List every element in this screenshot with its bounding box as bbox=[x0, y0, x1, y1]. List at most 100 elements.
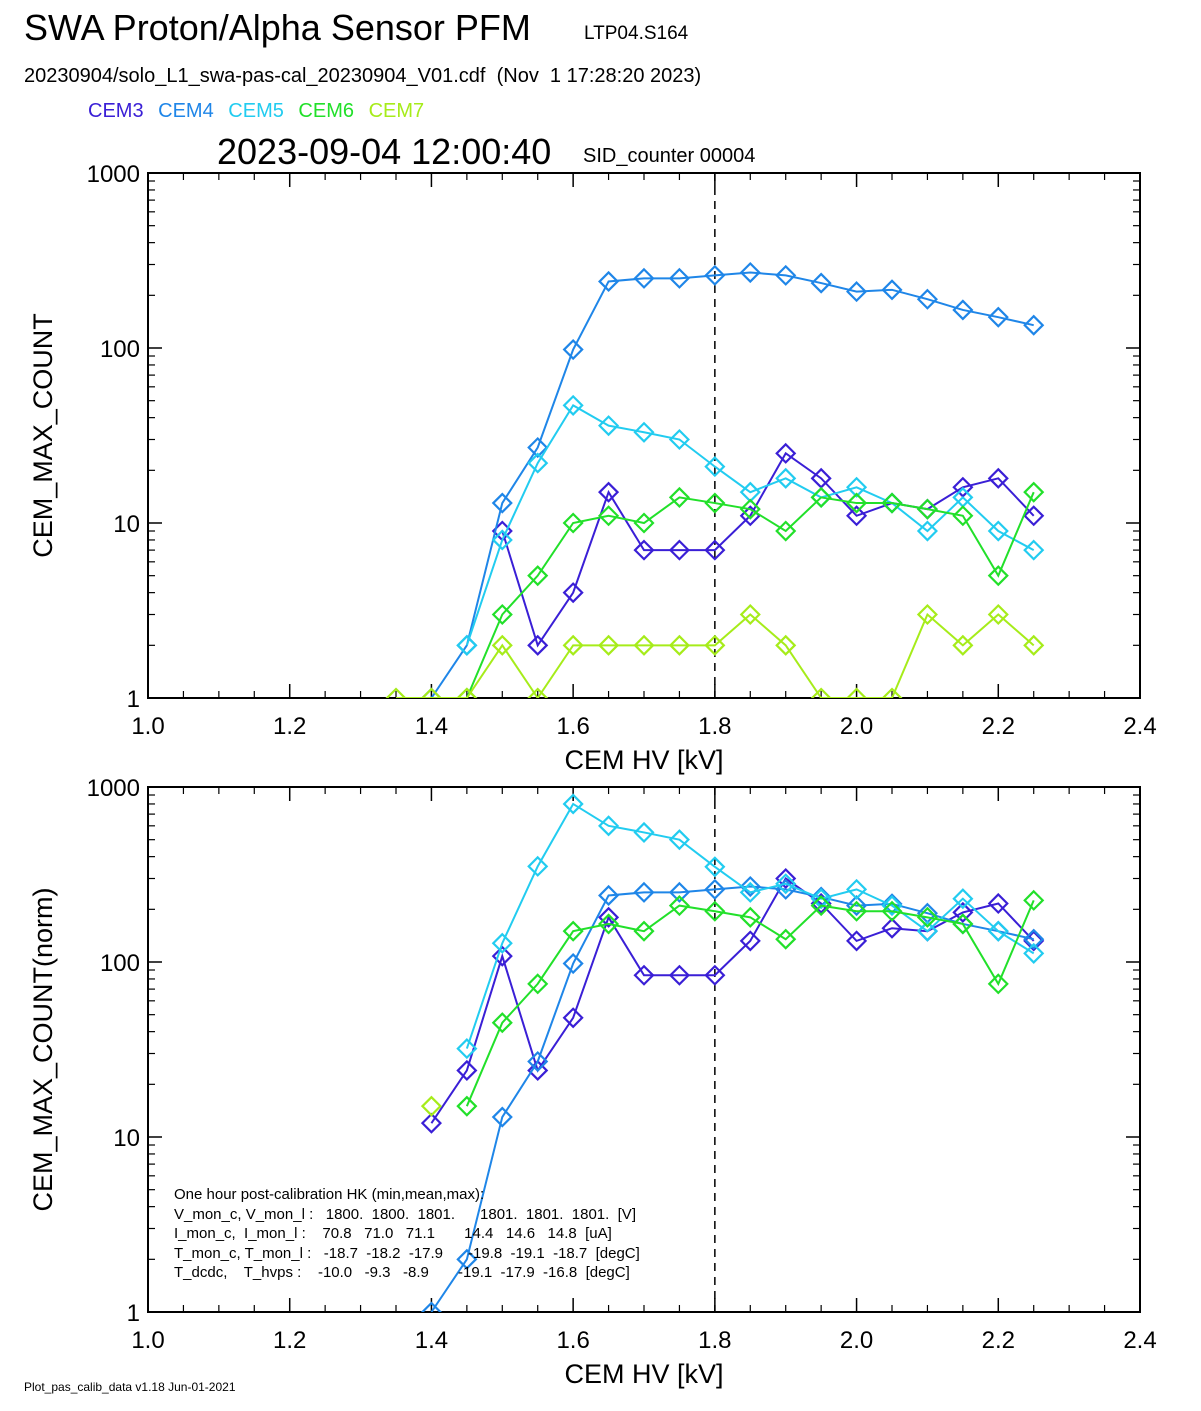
x-tick-label: 1.0 bbox=[131, 713, 164, 740]
chart-title: SWA Proton/Alpha Sensor PFM bbox=[24, 7, 531, 48]
data-point-cem4 bbox=[562, 952, 584, 975]
data-point-cem3 bbox=[987, 467, 1009, 489]
data-point-cem4 bbox=[633, 881, 655, 903]
data-point-cem5 bbox=[598, 415, 620, 437]
hk-summary: One hour post-calibration HK (min,mean,m… bbox=[174, 1185, 640, 1283]
data-point-cem3 bbox=[668, 964, 690, 986]
data-point-cem4 bbox=[633, 267, 655, 289]
plot-frame bbox=[147, 172, 1141, 699]
data-point-cem5 bbox=[739, 881, 761, 903]
data-point-cem5 bbox=[633, 421, 655, 443]
file-info: 20230904/solo_L1_swa-pas-cal_20230904_V0… bbox=[24, 65, 702, 87]
data-point-cem7 bbox=[491, 634, 513, 656]
sid-counter: SID_counter 00004 bbox=[583, 145, 756, 167]
y-tick-label: 10 bbox=[113, 511, 140, 538]
title-code: LTP04.S164 bbox=[584, 23, 689, 44]
data-point-cem7 bbox=[385, 687, 407, 698]
series-layer bbox=[385, 261, 1045, 698]
data-point-cem3 bbox=[527, 1059, 549, 1082]
x-tick-label: 2.2 bbox=[982, 1327, 1015, 1354]
x-tick-label: 2.0 bbox=[840, 713, 873, 740]
data-point-cem6 bbox=[739, 498, 761, 520]
legend-entry-cem4: CEM4 bbox=[158, 100, 214, 122]
data-point-cem3 bbox=[668, 539, 690, 561]
data-point-cem5 bbox=[810, 888, 832, 910]
data-point-cem3 bbox=[987, 892, 1009, 915]
data-point-cem4 bbox=[668, 881, 690, 903]
data-point-cem5 bbox=[881, 895, 903, 917]
series-line-cem6 bbox=[465, 899, 1035, 1107]
hk-row: I_mon_c, I_mon_l : 70.8 71.0 71.1 14.4 1… bbox=[174, 1225, 612, 1243]
data-point-cem3 bbox=[456, 1059, 478, 1082]
x-tick-label: 2.4 bbox=[1123, 1327, 1156, 1354]
x-axis-label: CEM HV [kV] bbox=[564, 1359, 723, 1389]
data-point-cem7 bbox=[881, 687, 903, 698]
data-point-cem6 bbox=[598, 913, 620, 935]
data-point-cem6 bbox=[527, 973, 549, 995]
data-point-cem4 bbox=[491, 492, 513, 514]
data-point-cem4 bbox=[846, 895, 868, 917]
data-point-cem7 bbox=[739, 603, 761, 626]
plot-panel-2: 1.0 1.2 1.4 1.6 1.8 2.0 2.2 2.4 1 10 100 1000 CEM HV… bbox=[28, 775, 1157, 1389]
data-point-cem5 bbox=[846, 476, 868, 498]
data-point-cem5 bbox=[527, 855, 549, 877]
data-point-cem7 bbox=[527, 687, 549, 698]
data-point-cem5 bbox=[491, 529, 513, 551]
y-tick-label: 1000 bbox=[87, 775, 140, 802]
data-point-cem4 bbox=[668, 267, 690, 289]
data-point-cem3 bbox=[704, 964, 726, 986]
y-axis-label: CEM_MAX_COUNT bbox=[28, 313, 58, 558]
data-point-cem5 bbox=[668, 428, 690, 451]
data-point-cem6 bbox=[633, 920, 655, 942]
data-point-cem4 bbox=[491, 1106, 513, 1128]
data-point-cem4 bbox=[881, 893, 903, 915]
data-point-cem4 bbox=[775, 264, 797, 286]
data-point-cem6 bbox=[810, 486, 832, 508]
data-point-cem4 bbox=[598, 884, 620, 907]
data-point-cem6 bbox=[562, 512, 584, 534]
timestamp: 2023-09-04 12:00:40 bbox=[217, 131, 552, 172]
data-point-cem6 bbox=[775, 520, 797, 542]
series-line-cem7 bbox=[396, 612, 1035, 698]
data-point-cem6 bbox=[491, 603, 513, 626]
data-point-cem5 bbox=[1023, 942, 1045, 964]
data-point-cem6 bbox=[881, 492, 903, 514]
y-tick-label: 1000 bbox=[87, 161, 140, 188]
data-point-cem5 bbox=[456, 634, 478, 656]
data-point-cem3 bbox=[527, 634, 549, 656]
y-axis-label: CEM_MAX_COUNT(norm) bbox=[28, 887, 58, 1211]
data-point-cem7 bbox=[775, 634, 797, 656]
y-tick-label: 100 bbox=[100, 336, 140, 363]
series-line-cem6 bbox=[465, 491, 1035, 698]
data-point-cem6 bbox=[952, 505, 974, 527]
data-point-cem5 bbox=[846, 878, 868, 900]
data-point-cem6 bbox=[598, 505, 620, 527]
data-point-cem4 bbox=[810, 272, 832, 294]
series-line-cem3 bbox=[501, 451, 1035, 648]
hk-row: T_mon_c, T_mon_l : -18.7 -18.2 -17.9 -19… bbox=[174, 1244, 640, 1262]
y-tick-label: 100 bbox=[100, 950, 140, 977]
data-point-cem7 bbox=[598, 634, 620, 656]
data-point-cem5 bbox=[704, 856, 726, 878]
data-point-cem3 bbox=[846, 930, 868, 952]
data-point-cem7 bbox=[987, 603, 1009, 626]
x-tick-label: 1.6 bbox=[556, 1327, 589, 1354]
data-point-cem3 bbox=[775, 442, 797, 464]
data-point-cem3 bbox=[704, 539, 726, 561]
x-tick-label: 1.2 bbox=[273, 1327, 306, 1354]
x-tick-label: 2.4 bbox=[1123, 713, 1156, 740]
data-point-cem7 bbox=[916, 603, 938, 626]
data-point-cem3 bbox=[598, 906, 620, 928]
data-point-cem4 bbox=[739, 261, 761, 284]
data-point-cem6 bbox=[1023, 481, 1045, 503]
data-point-cem6 bbox=[916, 498, 938, 520]
data-point-cem5 bbox=[456, 1038, 478, 1060]
data-point-cem5 bbox=[598, 815, 620, 837]
legend-entry-cem6: CEM6 bbox=[298, 100, 354, 122]
data-point-cem4 bbox=[704, 264, 726, 286]
data-point-cem6 bbox=[562, 920, 584, 942]
x-tick-label: 1.4 bbox=[415, 1327, 448, 1354]
data-point-cem6 bbox=[1023, 889, 1045, 911]
footer-credit: Plot_pas_calib_data v1.18 Jun-01-2021 bbox=[24, 1380, 236, 1394]
